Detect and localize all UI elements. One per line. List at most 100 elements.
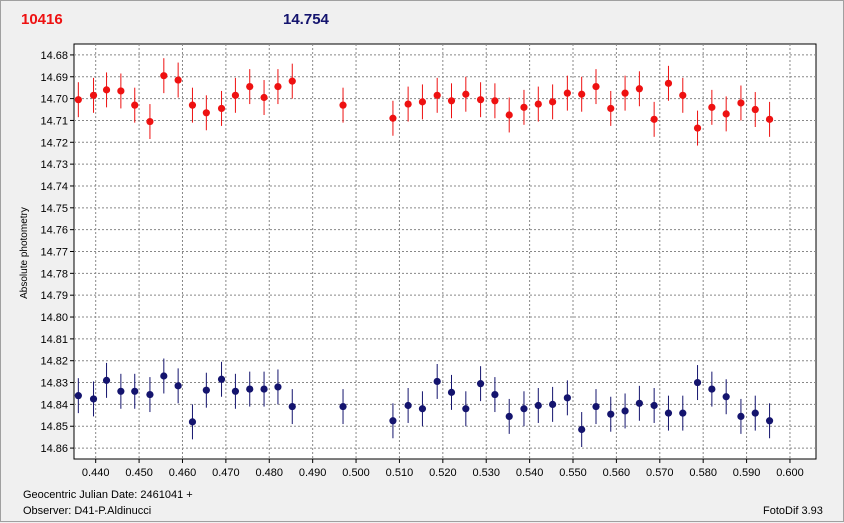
data-point [404,100,412,108]
software-version-label: FotoDif 3.93 [763,505,823,517]
data-point [549,400,557,408]
data-point [447,97,456,105]
data-point [534,401,542,410]
data-point [433,91,441,99]
data-point [462,90,470,98]
grid [74,44,816,459]
data-point [650,401,658,410]
x-tick-label: 0.590 [733,467,761,479]
data-point [693,124,702,132]
data-point [131,101,139,109]
data-point [505,111,513,119]
x-tick-label: 0.600 [776,467,804,479]
data-point [737,99,745,107]
y-tick-label: 14.73 [40,159,68,171]
data-point [505,412,513,421]
y-tick-label: 14.68 [40,50,68,62]
data-point [679,409,687,417]
y-tick-label: 14.74 [40,181,68,193]
data-point [339,402,347,411]
x-tick-label: 0.520 [429,467,457,479]
y-tick-label: 14.80 [40,312,68,324]
data-point [418,98,427,106]
x-tick-label: 0.580 [689,467,717,479]
y-tick-label: 14.71 [40,115,68,127]
data-point [737,412,745,421]
data-point [679,91,687,99]
target-star-series [74,58,774,146]
data-point [447,388,456,396]
plot-area [73,43,817,460]
data-point [491,97,499,105]
data-point [418,405,427,413]
data-point [563,89,571,97]
data-point [592,82,600,91]
data-point [102,376,111,384]
data-point [491,390,499,399]
data-point [708,385,716,393]
data-point [160,372,168,380]
data-point [650,115,658,123]
y-axis-label: Absolute photometry [19,207,30,299]
data-point [592,402,600,411]
x-tick-label: 0.570 [646,467,674,479]
data-point [708,103,716,111]
data-point [534,100,542,108]
data-point [274,82,282,91]
x-tick-label: 0.510 [386,467,414,479]
data-point [160,72,168,80]
y-tick-label: 14.83 [40,378,68,390]
y-tick-label: 14.84 [40,399,68,411]
x-tick-label: 0.440 [82,467,110,479]
y-tick-label: 14.78 [40,268,68,280]
data-point [462,405,470,413]
data-point [246,385,254,393]
data-point [621,89,629,97]
data-point [549,98,557,106]
data-point [102,86,111,94]
target-object-label: 10416 [21,11,63,28]
y-tick-label: 14.69 [40,72,68,84]
data-point [389,417,397,425]
data-point [131,387,139,395]
observer-label: Observer: D41-P.Aldinucci [23,505,152,517]
data-series [74,58,774,447]
data-point [722,393,730,401]
data-point [146,390,154,399]
data-point [174,382,182,390]
data-point [217,375,226,383]
julian-date-label: Geocentric Julian Date: 2461041 + [23,489,193,501]
data-point [751,409,759,417]
data-point [621,407,629,415]
y-tick-label: 14.86 [40,443,68,455]
data-point [765,115,774,123]
y-tick-label: 14.72 [40,137,68,149]
data-point [146,117,154,126]
data-point [288,77,296,85]
data-point [476,380,485,388]
data-point [664,409,673,417]
data-point [389,114,397,122]
x-tick-label: 0.560 [603,467,631,479]
data-point [635,399,643,407]
y-tick-label: 14.75 [40,203,68,215]
data-point [231,91,240,99]
data-point [246,82,254,91]
data-point [520,405,528,413]
data-point [74,392,82,400]
y-tick-label: 14.76 [40,225,68,237]
comparison-star-series [74,358,774,447]
y-tick-label: 14.82 [40,356,68,368]
data-point [288,402,296,411]
data-point [607,104,615,113]
data-point [563,394,571,402]
data-point [765,417,774,425]
x-tick-label: 0.530 [472,467,500,479]
data-point [117,387,125,395]
y-tick-label: 14.81 [40,334,68,346]
data-point [217,104,226,113]
data-point [89,395,98,403]
data-point [664,79,673,87]
data-point [231,387,240,395]
